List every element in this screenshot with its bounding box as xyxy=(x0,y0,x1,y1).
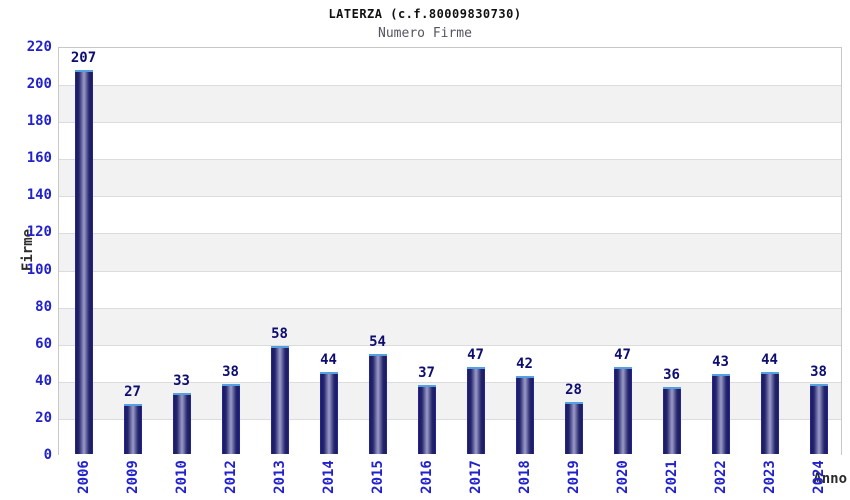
bar-value-label: 33 xyxy=(173,372,190,389)
x-tick-label: 2009 xyxy=(124,460,141,494)
plot-area: 207 27 33 38 58 44 54 37 47 42 28 47 36 43 44 38 xyxy=(58,47,842,456)
bar xyxy=(515,376,534,454)
bar-value-label: 44 xyxy=(761,352,778,369)
gridline xyxy=(59,233,841,235)
plot-band xyxy=(59,122,841,160)
bar-value-label: 27 xyxy=(124,383,141,400)
bar xyxy=(270,346,289,454)
bar xyxy=(319,372,338,454)
y-tick-label: 0 xyxy=(43,447,52,463)
bar xyxy=(760,372,779,454)
x-tick-label: 2022 xyxy=(712,460,729,494)
x-tick-label: 2015 xyxy=(369,460,386,494)
x-tick-label: 2024 xyxy=(810,460,827,494)
plot-band xyxy=(59,307,841,345)
bar xyxy=(466,366,485,454)
bar-value-label: 207 xyxy=(70,50,97,67)
gridline xyxy=(59,344,841,346)
y-tick-label: 20 xyxy=(35,409,52,426)
bar xyxy=(172,392,191,454)
bar xyxy=(564,402,583,454)
x-axis-title: Anno xyxy=(813,471,847,487)
x-tick-label: 2019 xyxy=(565,460,582,494)
plot-band xyxy=(59,344,841,382)
y-tick-label: 200 xyxy=(26,76,52,93)
plot-band xyxy=(59,233,841,271)
bar-value-label: 54 xyxy=(369,333,386,350)
x-tick-label: 2023 xyxy=(761,460,778,494)
gridline xyxy=(59,159,841,161)
y-tick-label: 100 xyxy=(26,261,52,278)
plot-band xyxy=(59,85,841,123)
y-tick-label: 160 xyxy=(26,150,52,167)
gridline xyxy=(59,122,841,124)
y-tick-label: 140 xyxy=(26,187,52,204)
chart-title: LATERZA (c.f.80009830730) xyxy=(328,7,522,21)
chart-subtitle: Numero Firme xyxy=(378,26,472,41)
bar xyxy=(123,403,142,454)
x-tick-label: 2021 xyxy=(663,460,680,494)
y-tick-label: 120 xyxy=(26,224,52,241)
bar-value-label: 47 xyxy=(467,346,484,363)
y-tick-label: 40 xyxy=(35,372,52,389)
x-tick-label: 2010 xyxy=(173,460,190,494)
y-tick-label: 220 xyxy=(26,39,52,55)
bar xyxy=(74,70,93,454)
x-tick-label: 2017 xyxy=(467,460,484,494)
bar xyxy=(417,385,436,454)
gridline xyxy=(59,85,841,87)
y-tick-label: 60 xyxy=(35,335,52,352)
plot-band xyxy=(59,196,841,234)
x-tick-label: 2020 xyxy=(614,460,631,494)
bar xyxy=(368,353,387,454)
bar-value-label: 43 xyxy=(712,354,729,371)
bar xyxy=(662,387,681,454)
gridline xyxy=(59,196,841,198)
gridline xyxy=(59,418,841,420)
bar-value-label: 38 xyxy=(810,363,827,380)
bar xyxy=(711,374,730,454)
y-tick-label: 180 xyxy=(26,113,52,130)
gridline xyxy=(59,270,841,272)
plot-band xyxy=(59,159,841,197)
x-tick-label: 2012 xyxy=(222,460,239,494)
bar-value-label: 42 xyxy=(516,356,533,373)
x-tick-label: 2006 xyxy=(75,460,92,494)
bar xyxy=(221,383,240,454)
x-tick-label: 2018 xyxy=(516,460,533,494)
x-tick-label: 2013 xyxy=(271,460,288,494)
gridline xyxy=(59,307,841,309)
bar-value-label: 44 xyxy=(320,352,337,369)
y-tick-label: 80 xyxy=(35,298,52,315)
bar xyxy=(809,383,828,454)
x-tick-label: 2014 xyxy=(320,460,337,494)
bar-value-label: 36 xyxy=(663,367,680,384)
bar xyxy=(613,366,632,454)
gridline xyxy=(59,381,841,383)
plot-band xyxy=(59,48,841,86)
bar-value-label: 58 xyxy=(271,326,288,343)
bar-value-label: 28 xyxy=(565,382,582,399)
bar-value-label: 47 xyxy=(614,346,631,363)
bar-value-label: 37 xyxy=(418,365,435,382)
x-tick-label: 2016 xyxy=(418,460,435,494)
plot-band xyxy=(59,270,841,308)
bar-value-label: 38 xyxy=(222,363,239,380)
